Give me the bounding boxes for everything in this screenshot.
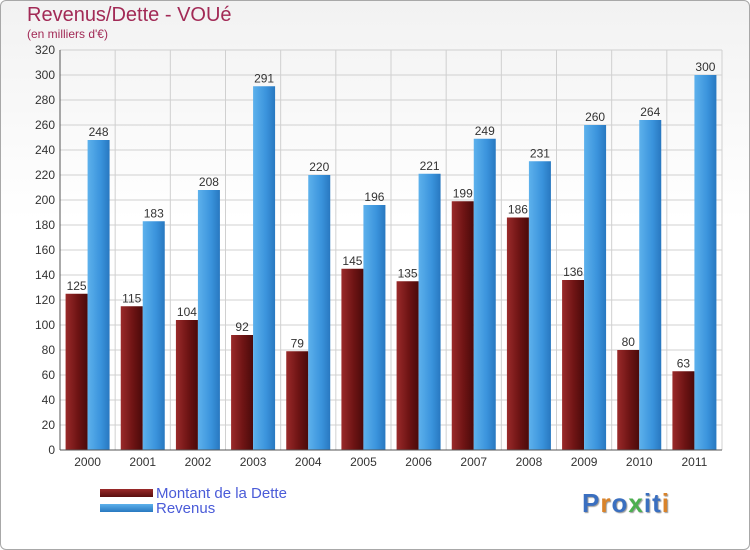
y-tick-label: 260 — [35, 118, 55, 132]
data-label-debt-2003: 92 — [235, 320, 249, 334]
bar-debt-2009 — [562, 280, 585, 450]
bar-revenue-2000 — [87, 140, 110, 450]
data-label-revenue-2001: 183 — [144, 206, 164, 220]
data-label-revenue-2006: 221 — [420, 159, 440, 173]
bar-debt-2002 — [175, 320, 198, 450]
data-label-debt-2011: 63 — [677, 356, 691, 370]
x-tick-label: 2007 — [460, 455, 487, 469]
x-tick-label: 2004 — [295, 455, 322, 469]
bar-revenue-2005 — [363, 205, 386, 450]
y-tick-label: 200 — [35, 193, 55, 207]
proxiti-logo: Proxiti — [582, 488, 670, 519]
data-label-debt-2000: 125 — [67, 279, 87, 293]
bar-revenue-2003 — [253, 86, 276, 450]
y-tick-label: 140 — [35, 268, 55, 282]
data-label-revenue-2003: 291 — [254, 71, 274, 85]
data-label-revenue-2010: 264 — [640, 105, 660, 119]
bar-debt-2001 — [120, 306, 143, 450]
bar-debt-2005 — [341, 268, 364, 450]
chart-subtitle: (en milliers d'€) — [27, 27, 108, 41]
x-tick-label: 2006 — [405, 455, 432, 469]
bar-debt-2006 — [396, 281, 419, 450]
legend-swatch-revenue — [100, 504, 153, 512]
logo-letter: P — [582, 488, 601, 518]
y-tick-label: 100 — [35, 318, 55, 332]
logo-letter: o — [611, 488, 629, 518]
x-tick-label: 2000 — [74, 455, 101, 469]
legend-label-debt: Montant de la Dette — [156, 485, 287, 502]
data-label-debt-2001: 115 — [122, 291, 141, 305]
bar-revenue-2001 — [142, 221, 165, 450]
data-label-debt-2005: 145 — [342, 254, 362, 268]
data-label-revenue-2002: 208 — [199, 175, 219, 189]
legend-label-revenue: Revenus — [156, 500, 216, 517]
y-tick-label: 180 — [35, 218, 55, 232]
bar-debt-2000 — [65, 293, 88, 450]
data-label-revenue-2004: 220 — [309, 160, 329, 174]
data-label-revenue-2005: 196 — [364, 190, 384, 204]
logo-letter: i — [643, 488, 653, 518]
logo-letter: x — [628, 488, 644, 518]
data-label-revenue-2009: 260 — [585, 110, 605, 124]
data-label-revenue-2000: 248 — [89, 125, 109, 139]
x-tick-label: 2009 — [571, 455, 598, 469]
y-tick-label: 160 — [35, 243, 55, 257]
x-tick-label: 2011 — [682, 455, 708, 469]
y-tick-label: 300 — [35, 68, 55, 82]
bar-debt-2003 — [231, 335, 254, 450]
bar-revenue-2006 — [418, 173, 441, 450]
bar-revenue-2008 — [528, 161, 551, 450]
logo-letter: t — [652, 488, 662, 518]
x-tick-label: 2003 — [240, 455, 267, 469]
data-label-debt-2008: 186 — [508, 203, 528, 217]
data-label-debt-2006: 135 — [398, 266, 418, 280]
x-tick-label: 2002 — [185, 455, 212, 469]
bar-revenue-2007 — [473, 138, 496, 450]
y-tick-label: 40 — [42, 393, 56, 407]
y-tick-label: 80 — [42, 343, 56, 357]
y-tick-label: 120 — [35, 293, 55, 307]
x-tick-label: 2005 — [350, 455, 377, 469]
y-tick-label: 60 — [42, 368, 56, 382]
bar-debt-2008 — [506, 217, 529, 450]
data-label-debt-2002: 104 — [177, 305, 197, 319]
y-tick-label: 20 — [42, 418, 56, 432]
bar-debt-2011 — [672, 371, 695, 450]
data-label-debt-2009: 136 — [563, 265, 583, 279]
x-tick-label: 2008 — [516, 455, 543, 469]
data-label-revenue-2007: 249 — [475, 124, 495, 138]
x-tick-label: 2010 — [626, 455, 653, 469]
y-tick-label: 280 — [35, 93, 55, 107]
bar-debt-2007 — [451, 201, 474, 450]
y-tick-label: 320 — [35, 43, 55, 57]
bar-revenue-2011 — [694, 75, 717, 450]
data-label-revenue-2008: 231 — [530, 146, 550, 160]
bar-revenue-2010 — [639, 120, 662, 450]
bar-debt-2004 — [286, 351, 309, 450]
data-label-revenue-2011: 300 — [695, 60, 715, 74]
bar-revenue-2009 — [584, 125, 607, 450]
x-tick-label: 2001 — [129, 455, 156, 469]
bar-debt-2010 — [617, 350, 640, 450]
y-tick-label: 220 — [35, 168, 55, 182]
logo-letter: i — [661, 488, 670, 518]
bar-revenue-2004 — [308, 175, 331, 450]
legend-swatch-debt — [100, 489, 153, 497]
chart-title: Revenus/Dette - VOUé — [27, 4, 232, 26]
y-tick-label: 0 — [48, 443, 55, 457]
bar-revenue-2002 — [197, 190, 220, 450]
data-label-debt-2007: 199 — [453, 186, 473, 200]
data-label-debt-2010: 80 — [622, 335, 636, 349]
logo-letter: r — [600, 488, 612, 518]
data-label-debt-2004: 79 — [291, 336, 305, 350]
y-tick-label: 240 — [35, 143, 55, 157]
